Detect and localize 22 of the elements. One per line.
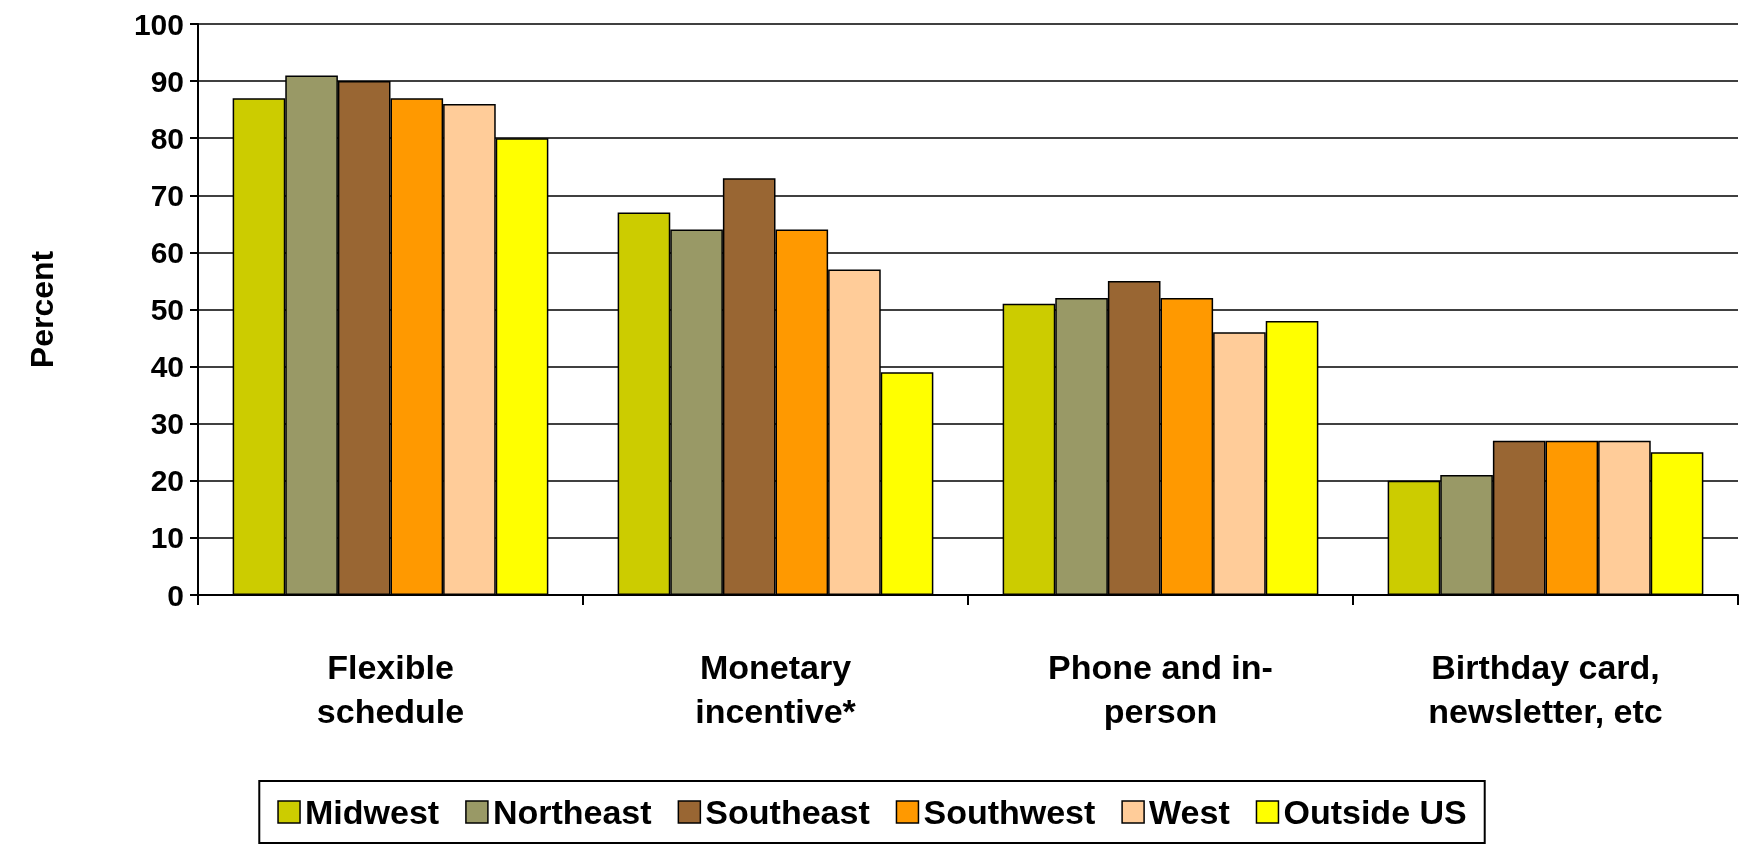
y-axis-title: Percent	[24, 250, 60, 369]
legend-label: West	[1149, 793, 1230, 831]
legend-label: Southeast	[705, 793, 870, 831]
legend-label: Southwest	[923, 793, 1096, 831]
y-tick-label: 20	[150, 464, 184, 498]
y-tick-label: 50	[150, 293, 184, 326]
y-tick-label: 60	[150, 235, 184, 269]
y-tick-label: 100	[133, 7, 184, 41]
legend-label: Midwest	[305, 793, 440, 831]
y-tick-label: 70	[150, 178, 184, 212]
legend-label: Outside US	[1283, 793, 1467, 831]
y-tick-label: 30	[150, 407, 184, 441]
y-tick-label: 10	[150, 521, 184, 555]
legend-label: Northeast	[492, 793, 652, 831]
x-tick-label: Monetary incentive*	[695, 648, 857, 730]
y-tick-label: 0	[167, 578, 184, 612]
x-tick-label: Flexible schedule	[316, 648, 465, 730]
y-tick-label: 90	[150, 64, 184, 98]
y-tick-label: 80	[150, 121, 184, 155]
x-tick-label: Phone and in- person	[1048, 648, 1273, 730]
y-tick-label: 40	[150, 350, 184, 384]
x-tick-label: Birthday card, newsletter, etc	[1428, 648, 1663, 730]
